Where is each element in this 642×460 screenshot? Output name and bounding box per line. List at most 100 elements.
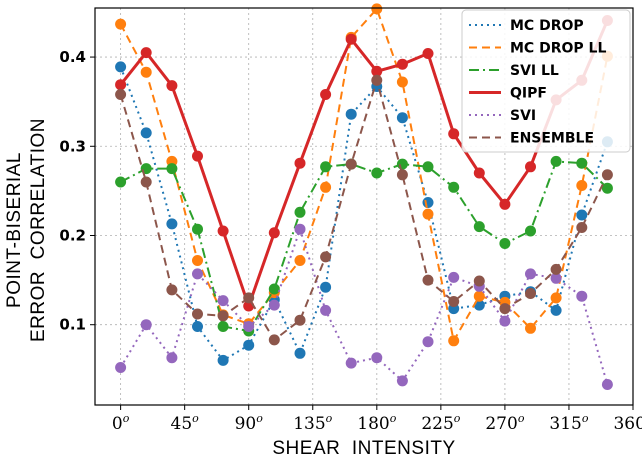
legend-label-mc-drop-ll: MC DROP LL [510,41,606,57]
data-point-mc-drop-ll [371,3,383,15]
data-point-ensemble [140,176,152,188]
data-point-svi [422,336,434,348]
data-point-mc-drop [345,108,357,120]
x-axis-label: SHEAR INTENSITY [272,438,455,459]
y-axis-label-line-1: POINT-BISERIAL [4,152,25,308]
data-point-svi-ll [473,221,485,233]
data-point-ensemble [345,158,357,170]
data-point-ensemble [448,296,460,307]
data-point-ensemble [166,284,178,296]
data-point-mc-drop-ll [473,290,485,302]
data-point-ensemble [525,288,536,299]
data-point-qipf [448,128,460,140]
x-tick-label: 270o [485,412,524,434]
data-point-ensemble [243,292,255,304]
data-point-mc-drop [550,304,562,316]
x-tick-label: 135o [293,412,332,434]
plot-frame [94,7,634,406]
data-point-svi [550,272,562,284]
series-ensemble [115,74,613,346]
legend-label-svi-ll: SVI LL [510,63,559,79]
data-point-qipf [140,47,152,59]
data-point-ensemble [601,169,613,181]
data-point-qipf [371,65,383,77]
data-point-svi-ll [576,157,588,169]
y-axis-label-line-2: ERROR CORRELATION [28,118,49,342]
data-point-mc-drop-ll [550,292,562,304]
series-line-mc-drop-ll [119,7,609,342]
data-point-mc-drop-ll [294,255,306,266]
data-point-ensemble [371,74,383,86]
data-point-ensemble [192,308,203,320]
data-point-qipf [166,80,178,92]
data-point-mc-drop-ll [396,76,408,88]
data-point-qipf [345,33,357,45]
y-tick-label: 0.3 [59,137,86,155]
data-point-svi-ll [268,283,280,295]
series-svi-ll [115,155,613,337]
x-tick-label: 45o [171,412,200,434]
data-point-qipf [294,157,306,169]
data-point-mc-drop-ll [576,180,588,191]
data-point-mc-drop-ll [448,335,460,347]
data-point-mc-drop [140,127,152,139]
data-point-svi [166,352,178,364]
data-point-mc-drop-ll [192,255,203,266]
data-point-mc-drop-ll [422,208,434,220]
data-point-svi-ll [448,181,460,193]
data-point-svi-ll [499,238,511,249]
data-point-svi-ll [217,321,229,332]
data-point-ensemble [320,251,332,263]
x-tick-label: 0o [112,412,130,434]
x-tick-label: 360o [613,412,642,434]
y-tick-label: 0.1 [59,316,86,334]
data-point-svi-ll [371,167,383,179]
data-point-qipf [499,198,511,210]
data-point-svi [576,290,588,302]
data-point-mc-drop [217,354,229,366]
data-point-svi-ll [192,223,203,235]
x-tick-label: 180o [357,412,396,434]
data-point-mc-drop [243,339,255,351]
data-point-ensemble [576,222,588,233]
data-point-qipf [115,79,127,91]
data-point-svi [217,295,229,307]
data-point-svi [601,379,613,390]
data-point-qipf [473,167,485,179]
y-tick-label: 0.2 [59,226,86,244]
data-point-svi [345,357,357,369]
series-line-svi [119,228,609,385]
data-point-svi [448,271,460,283]
data-point-mc-drop [192,321,203,332]
data-point-ensemble [499,303,511,315]
data-point-mc-drop-ll [320,181,332,193]
data-point-svi-ll [525,225,536,237]
data-point-svi [396,375,408,387]
data-point-svi [243,321,255,332]
data-point-qipf [192,150,203,162]
data-point-mc-drop [115,61,127,73]
data-point-ensemble [294,314,306,326]
data-point-qipf [422,48,434,59]
data-point-svi-ll [294,206,306,218]
data-point-svi [192,268,203,280]
data-point-ensemble [422,274,434,286]
data-point-svi [499,315,511,327]
y-tick-label: 0.4 [59,48,86,66]
data-point-svi [294,223,306,235]
data-point-mc-drop [320,281,332,293]
data-point-svi [371,352,383,364]
x-tick-label: 315o [549,412,588,434]
data-point-ensemble [473,275,485,287]
data-point-ensemble [268,334,280,346]
series-svi [115,223,613,390]
legend-box [461,9,631,153]
data-point-mc-drop-ll [140,66,152,78]
data-point-svi-ll [320,161,332,173]
series-line-qipf [119,19,609,308]
data-point-svi-ll [115,176,127,188]
data-point-svi [268,299,280,311]
data-point-svi-ll [140,163,152,175]
data-point-ensemble [115,89,127,100]
